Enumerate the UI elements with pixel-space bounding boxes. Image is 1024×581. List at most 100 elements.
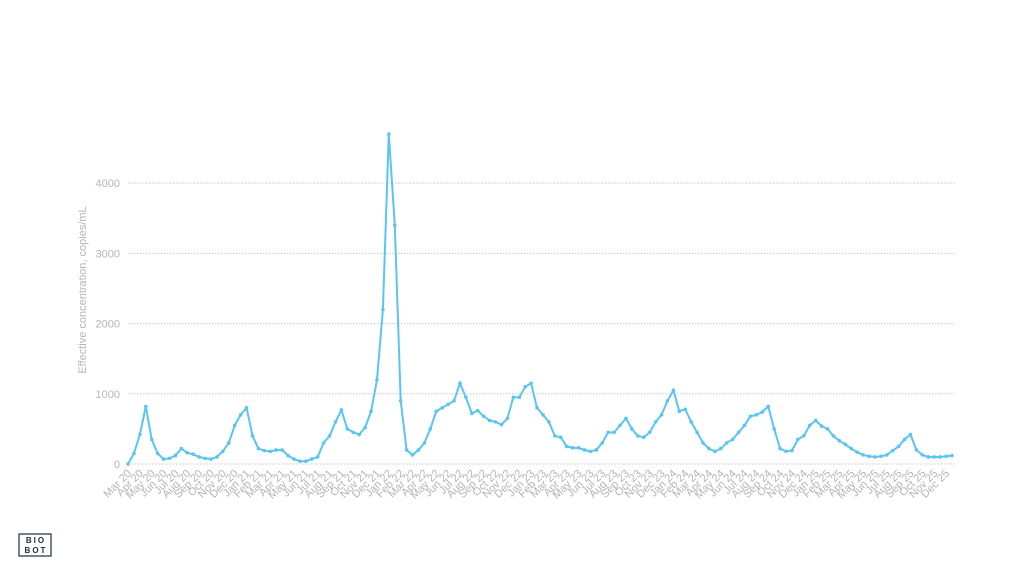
marker [630,427,634,431]
logo: BIO BOT [18,533,52,557]
marker [825,427,830,431]
marker [185,450,190,455]
marker [683,407,688,412]
marker [363,425,367,430]
marker [298,459,302,463]
marker [470,411,474,416]
marker [167,456,172,461]
marker [422,441,427,445]
logo-text: BOT [25,546,48,555]
marker [274,448,279,452]
marker [594,448,599,452]
marker [719,446,723,451]
marker [553,434,557,438]
marker [837,439,842,443]
marker [280,448,284,452]
marker [754,413,759,417]
marker [564,444,569,449]
marker [724,441,729,445]
marker [493,420,498,424]
marker [659,413,664,417]
marker [861,453,865,457]
marker [884,453,889,457]
marker [701,441,705,445]
marker [345,427,350,431]
marker [238,413,243,417]
marker [932,455,937,459]
marker [309,457,314,461]
marker [221,449,225,454]
marker [558,435,563,440]
marker [831,434,836,438]
marker [161,457,166,461]
marker [849,446,854,451]
marker [458,381,462,386]
marker [748,414,753,419]
marker [392,223,397,228]
marker [387,132,391,136]
marker [523,384,527,389]
marker [902,437,907,442]
marker [410,453,415,457]
marker [517,395,522,400]
marker [612,430,616,435]
marker [908,432,913,437]
marker [855,450,859,454]
marker [801,434,806,438]
marker [926,455,931,459]
marker [641,435,646,440]
marker [896,444,901,449]
marker [742,423,747,428]
y-tick-label: 0 [114,459,120,471]
marker [677,409,682,414]
marker [381,307,385,312]
marker [647,430,652,435]
y-tick-label: 4000 [96,178,120,190]
marker [873,455,877,459]
marker [689,420,693,424]
marker [369,409,373,414]
marker [351,430,356,435]
marker [226,441,231,445]
marker [132,451,136,456]
marker [511,395,516,400]
marker [292,457,296,461]
marker [398,399,403,403]
marker [950,453,954,458]
marker [624,416,628,421]
marker [333,420,338,424]
marker [588,449,593,454]
marker [446,402,450,407]
marker [321,441,326,445]
marker [671,388,676,393]
marker [256,446,261,451]
marker [416,448,421,452]
marker [304,459,308,463]
marker [867,454,871,459]
marker [315,455,320,459]
marker [428,427,433,431]
marker [582,448,587,452]
marker [760,410,765,414]
marker [232,423,237,428]
marker [191,452,196,456]
marker [149,437,154,442]
marker [487,418,492,423]
marker [914,448,919,452]
marker [547,420,551,424]
marker [143,404,148,409]
marker [268,449,273,454]
marker [819,424,824,428]
marker [790,448,794,453]
marker [529,381,533,386]
marker [938,455,942,459]
marker [452,399,456,403]
marker [920,453,925,457]
marker [653,420,658,424]
marker [879,454,883,459]
marker [434,409,439,414]
y-tick-label: 3000 [96,248,120,260]
logo-box [18,533,52,557]
marker [541,413,545,417]
